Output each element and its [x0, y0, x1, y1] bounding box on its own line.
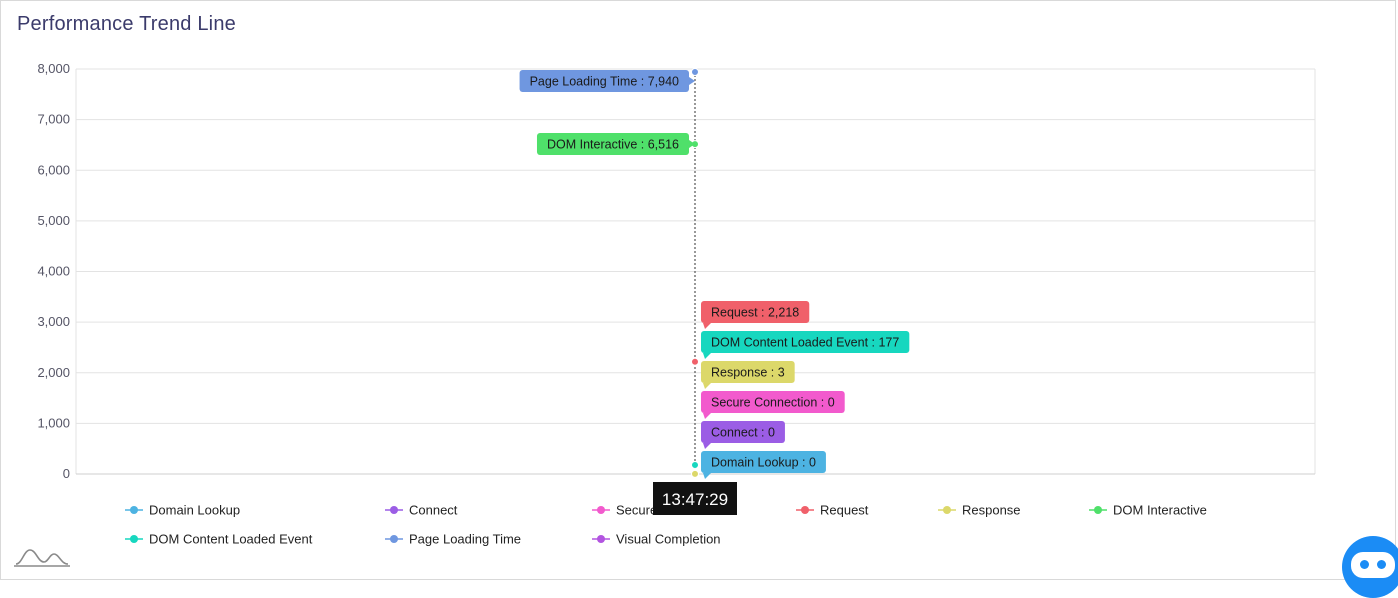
legend-marker	[130, 535, 138, 543]
chart-title: Performance Trend Line	[17, 13, 236, 35]
value-tooltip: DOM Interactive : 6,516	[536, 133, 695, 155]
value-tooltip: Response : 3	[701, 361, 795, 389]
x-tooltip-text: 13:47:29	[662, 490, 728, 509]
legend-item[interactable]: Domain Lookup	[125, 503, 240, 518]
legend-marker	[390, 535, 398, 543]
y-tick-label: 6,000	[37, 162, 70, 177]
legend-item[interactable]: Connect	[385, 503, 458, 518]
tooltip-text: Secure Connection : 0	[711, 396, 835, 410]
y-tick-label: 7,000	[37, 112, 70, 127]
tooltip-text: Connect : 0	[711, 426, 775, 440]
legend-item[interactable]: Visual Completion	[592, 532, 721, 547]
value-tooltip: Connect : 0	[701, 421, 785, 449]
tooltip-text: Response : 3	[711, 366, 785, 380]
legend-marker	[390, 506, 398, 514]
y-tick-label: 3,000	[37, 314, 70, 329]
data-point[interactable]	[691, 461, 699, 470]
y-tick-label: 5,000	[37, 213, 70, 228]
legend-item[interactable]: Response	[938, 503, 1021, 518]
value-tooltip: Page Loading Time : 7,940	[519, 70, 695, 92]
legend-item[interactable]: Request	[796, 503, 869, 518]
tooltip-text: DOM Interactive : 6,516	[547, 138, 679, 152]
y-tick-label: 4,000	[37, 264, 70, 279]
legend-marker	[130, 506, 138, 514]
legend-marker	[1094, 506, 1102, 514]
chart-card	[0, 0, 1396, 580]
y-tick-label: 2,000	[37, 365, 70, 380]
legend-label: Domain Lookup	[149, 503, 240, 518]
legend-item[interactable]: Page Loading Time	[385, 532, 521, 547]
value-tooltip: Secure Connection : 0	[701, 391, 845, 419]
trend-mountain-icon	[14, 549, 70, 567]
y-tick-label: 1,000	[37, 415, 70, 430]
legend-label: Request	[820, 503, 869, 518]
tooltip-text: Page Loading Time : 7,940	[530, 75, 679, 89]
tooltip-text: Request : 2,218	[711, 306, 799, 320]
performance-chart: 0 1,000 2,000 3,000 4,000 5,000 6,000 7,000 8,00…	[37, 61, 1316, 547]
value-tooltip: Domain Lookup : 0	[701, 451, 826, 479]
y-tick-label: 0	[63, 466, 70, 481]
legend-label: Connect	[409, 503, 458, 518]
legend-label: DOM Content Loaded Event	[149, 532, 313, 547]
data-point[interactable]	[691, 357, 699, 366]
tooltip-text: Domain Lookup : 0	[711, 456, 816, 470]
value-tooltip: Request : 2,218	[701, 301, 810, 329]
legend-label: Visual Completion	[616, 532, 721, 547]
data-point[interactable]	[691, 68, 699, 77]
x-tooltip: 13:47:29	[653, 482, 737, 515]
value-tooltip: DOM Content Loaded Event : 177	[701, 331, 910, 359]
legend-marker	[597, 506, 605, 514]
tooltip-text: DOM Content Loaded Event : 177	[711, 336, 899, 350]
legend-label: Page Loading Time	[409, 532, 521, 547]
legend-label: Response	[962, 503, 1021, 518]
legend-marker	[801, 506, 809, 514]
data-point[interactable]	[691, 469, 699, 478]
legend-label: DOM Interactive	[1113, 503, 1207, 518]
chatbot-button[interactable]	[1342, 536, 1398, 598]
legend-item[interactable]: DOM Interactive	[1089, 503, 1207, 518]
legend-marker	[597, 535, 605, 543]
y-tick-label: 8,000	[37, 61, 70, 76]
legend-item[interactable]: DOM Content Loaded Event	[125, 532, 313, 547]
legend-marker	[943, 506, 951, 514]
chatbot-icon	[1351, 552, 1395, 578]
